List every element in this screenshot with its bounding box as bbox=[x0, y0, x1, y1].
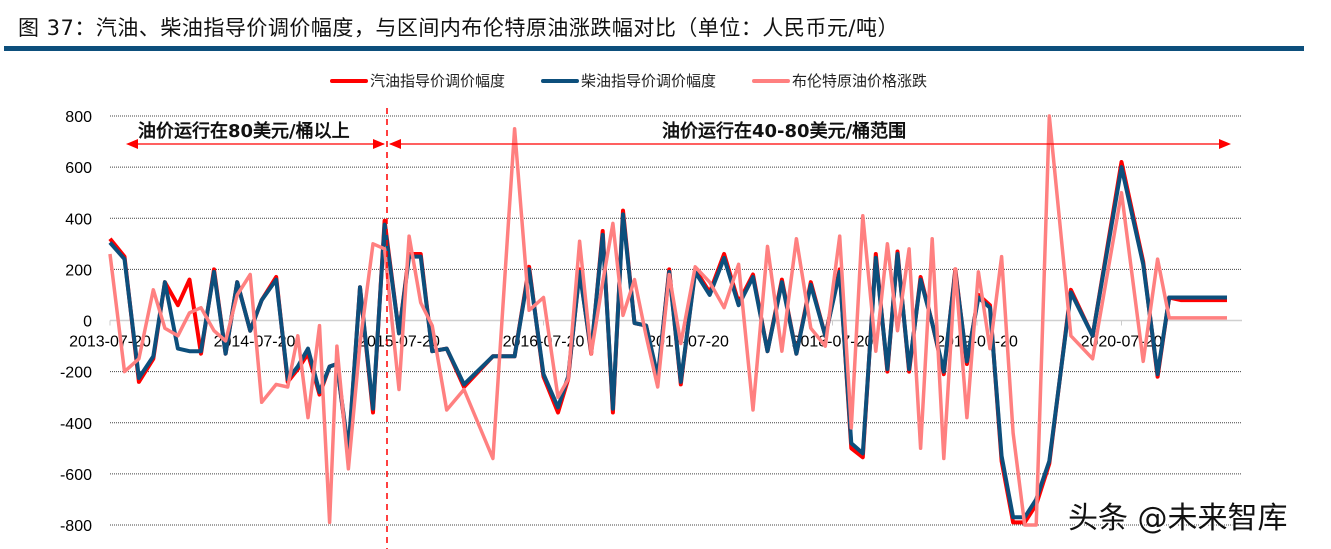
y-tick-label: 0 bbox=[83, 314, 92, 331]
title-divider bbox=[4, 46, 1304, 51]
x-tick-label: 2013-07-20 bbox=[69, 334, 151, 351]
region-annotations: 油价运行在80美元/桶以上 油价运行在40-80美元/桶范围 bbox=[126, 108, 1231, 549]
x-axis-ticks: 2013-07-20 2014-07-20 2015-07-20 2016-07-20… bbox=[69, 320, 1163, 351]
x-tick-label: 2019-07-20 bbox=[936, 334, 1018, 351]
y-axis-ticks: 800 600 400 200 0 -200 -400 -600 -800 bbox=[60, 109, 92, 535]
x-tick-label: 2015-07-20 bbox=[358, 334, 440, 351]
right-region-label: 油价运行在40-80美元/桶范围 bbox=[662, 120, 906, 142]
legend-swatch-diesel bbox=[541, 78, 580, 83]
legend-item-brent: 布伦特原油价格涨跌 bbox=[752, 70, 927, 91]
arrow-head-right-end bbox=[1219, 139, 1231, 149]
chart-series bbox=[108, 114, 1227, 527]
y-tick-label: -400 bbox=[60, 416, 92, 433]
x-tick-label: 2018-07-20 bbox=[792, 334, 874, 351]
legend-item-diesel: 柴油指导价调价幅度 bbox=[541, 70, 716, 91]
y-tick-label: -600 bbox=[60, 467, 92, 484]
y-tick-label: 400 bbox=[65, 211, 92, 228]
figure-title: 图 37：汽油、柴油指导价调价幅度，与区间内布伦特原油涨跌幅对比（单位：人民币元… bbox=[18, 16, 899, 40]
legend-label-gasoline: 汽油指导价调价幅度 bbox=[370, 72, 506, 90]
y-tick-label: 800 bbox=[65, 109, 92, 126]
brent-series-line bbox=[108, 114, 1227, 527]
arrow-head-left-end bbox=[373, 139, 385, 149]
legend-label-diesel: 柴油指导价调价幅度 bbox=[581, 72, 717, 90]
left-region-label: 油价运行在80美元/桶以上 bbox=[138, 120, 350, 142]
y-tick-label: 600 bbox=[65, 160, 92, 177]
arrow-head-right-start bbox=[389, 139, 401, 149]
y-tick-label: 200 bbox=[65, 262, 92, 279]
chart-legend: 汽油指导价调价幅度 柴油指导价调价幅度 布伦特原油价格涨跌 bbox=[330, 70, 927, 91]
legend-swatch-brent bbox=[752, 78, 791, 83]
arrow-head-left-start bbox=[126, 139, 138, 149]
watermark: 头条 @未来智库 bbox=[1068, 501, 1288, 536]
legend-item-gasoline: 汽油指导价调价幅度 bbox=[330, 70, 505, 91]
y-tick-label: -200 bbox=[60, 365, 92, 382]
y-tick-label: -800 bbox=[60, 518, 92, 535]
legend-label-brent: 布伦特原油价格涨跌 bbox=[792, 72, 928, 90]
legend-swatch-gasoline bbox=[330, 78, 368, 83]
x-tick-label: 2016-07-20 bbox=[503, 334, 585, 351]
